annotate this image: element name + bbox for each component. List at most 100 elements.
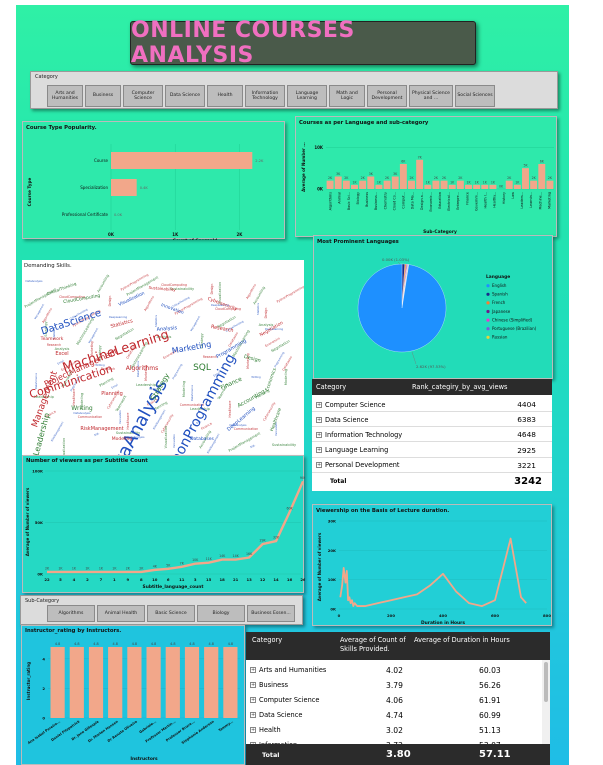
rank-table-row[interactable]: + Computer Science 4404: [312, 398, 552, 412]
skills-scroll-thumb[interactable]: [544, 662, 548, 702]
lsub-bar[interactable]: [416, 159, 424, 189]
expand-icon[interactable]: +: [316, 447, 322, 454]
skills-table-row[interactable]: +Information 3.72 53.07: [246, 738, 542, 744]
pie-legend-item[interactable]: Chinese (Simplified): [492, 317, 533, 322]
lsub-bar[interactable]: [334, 176, 342, 190]
inst-bar[interactable]: [165, 646, 180, 718]
expand-icon[interactable]: +: [250, 667, 256, 673]
lsub-bar[interactable]: [489, 184, 497, 189]
pie-legend-item[interactable]: Japanese: [491, 309, 511, 314]
rank-table-row[interactable]: + Language Learning 2925: [312, 444, 552, 458]
skills-table-row[interactable]: + Business 3.79 56.26: [246, 678, 542, 692]
inst-bar[interactable]: [88, 646, 104, 718]
expand-icon[interactable]: +: [316, 431, 322, 438]
lsub-bar[interactable]: [351, 184, 358, 189]
skills-table-row[interactable]: + Data Science 4.74 60.99: [246, 708, 542, 722]
lsub-bar[interactable]: [408, 180, 415, 189]
lsub-xtick: Basic Sci...: [347, 192, 351, 210]
skills-total-label: Total: [262, 750, 280, 759]
pie-legend-item[interactable]: Spanish: [492, 292, 508, 297]
expand-icon[interactable]: +: [250, 682, 256, 688]
lsub-bar[interactable]: [383, 180, 391, 189]
ctype-data-label: 0.4K: [140, 186, 149, 190]
lsub-bar[interactable]: [473, 184, 481, 189]
expand-icon[interactable]: +: [250, 712, 256, 718]
skills-table-scrollbar[interactable]: [542, 660, 550, 744]
wordcloud-word: Healthcare: [72, 388, 76, 405]
category-option-health[interactable]: Health: [207, 85, 243, 107]
lsub-bar[interactable]: [440, 180, 448, 189]
lsub-bar[interactable]: [391, 176, 399, 190]
rank-table-row[interactable]: + Personal Development 3221: [312, 459, 552, 473]
lsub-bar[interactable]: [359, 180, 367, 189]
expand-icon[interactable]: +: [250, 697, 256, 703]
category-option-computer-science[interactable]: Computer Science: [123, 85, 163, 107]
lsub-bar[interactable]: [456, 180, 464, 189]
vsub-data-label: 16K: [246, 552, 253, 556]
inst-bar[interactable]: [50, 646, 65, 718]
category-option-physical-science-and[interactable]: Physical Science and ...: [409, 85, 453, 107]
lsub-bar[interactable]: [546, 180, 554, 189]
category-option-information-technology[interactable]: Information Technology: [245, 85, 285, 107]
lsub-bar[interactable]: [375, 184, 383, 189]
skills-table-row[interactable]: + Health 3.02 51.13: [246, 723, 542, 737]
subcategory-option-animal-health[interactable]: Animal Health: [97, 605, 145, 622]
ldur-line-series[interactable]: [339, 537, 527, 607]
inst-bar[interactable]: [223, 646, 238, 718]
lsub-bar[interactable]: [465, 184, 472, 189]
category-option-business[interactable]: Business: [85, 85, 121, 107]
pie-slice-english[interactable]: [357, 263, 447, 353]
subcategory-option-basic-science[interactable]: Basic Science: [147, 605, 195, 622]
inst-bar[interactable]: [69, 646, 84, 718]
wordcloud-word: Programming: [171, 363, 183, 380]
category-option-math-and-logic[interactable]: Math and Logic: [329, 85, 365, 107]
pie-legend-item[interactable]: English: [492, 283, 507, 288]
pie-legend-item[interactable]: Portuguese (Brazilian): [492, 326, 537, 331]
category-option-data-science[interactable]: Data Science: [165, 85, 205, 107]
lsub-bar[interactable]: [513, 184, 521, 189]
expand-icon[interactable]: +: [316, 462, 322, 469]
ctype-data-label: 0.0K: [114, 213, 123, 217]
inst-bar[interactable]: [146, 646, 161, 718]
lsub-bar[interactable]: [342, 180, 350, 189]
pie-legend-item[interactable]: Russian: [492, 335, 508, 340]
category-option-personal-development[interactable]: Personal Development: [367, 85, 407, 107]
lsub-bar[interactable]: [424, 184, 432, 189]
pie-legend-item[interactable]: French: [492, 300, 506, 305]
expand-icon[interactable]: +: [316, 401, 322, 408]
expand-icon[interactable]: +: [316, 416, 322, 423]
expand-icon[interactable]: +: [250, 742, 256, 744]
category-option-language-learning[interactable]: Language Learning: [287, 85, 327, 107]
category-option-arts-and-humanities[interactable]: Arts and Humanities: [47, 85, 83, 107]
subcategory-option-biology[interactable]: Biology: [197, 605, 245, 622]
lsub-bar[interactable]: [367, 176, 375, 190]
lsub-bar[interactable]: [326, 180, 334, 189]
rank-table-row[interactable]: + Information Technology 4648: [312, 428, 552, 443]
vsub-line-series[interactable]: [47, 480, 305, 574]
subcategory-option-algorithms[interactable]: Algorithms: [47, 605, 95, 622]
category-option-social-sciences[interactable]: Social Sciences: [455, 85, 495, 107]
lsub-bar[interactable]: [505, 180, 513, 189]
expand-icon[interactable]: +: [250, 727, 256, 733]
inst-bar[interactable]: [127, 646, 142, 718]
inst-bar[interactable]: [184, 646, 200, 718]
lsub-bar[interactable]: [530, 180, 538, 189]
lsub-bar[interactable]: [538, 164, 546, 189]
skills-table-row[interactable]: + Arts and Humanities 4.02 60.03: [246, 663, 542, 677]
lsub-bar[interactable]: [448, 184, 456, 189]
lsub-data-label: 2K: [507, 176, 512, 180]
inst-bar[interactable]: [108, 646, 123, 718]
inst-bar[interactable]: [204, 646, 219, 718]
lsub-bar[interactable]: [481, 184, 489, 189]
lsub-bar[interactable]: [399, 164, 407, 189]
ctype-bar[interactable]: [111, 152, 253, 169]
lsub-bar[interactable]: [432, 180, 440, 189]
rank-table-row[interactable]: + Data Science 6383: [312, 413, 552, 428]
subcategory-option-business-essen[interactable]: Business Essen...: [247, 605, 295, 622]
lsub-bar[interactable]: [522, 168, 529, 189]
skills-table-body[interactable]: + Arts and Humanities 4.02 60.03 + Business 3.…: [246, 660, 542, 744]
skills-table-row[interactable]: + Computer Science 4.06 61.91: [246, 693, 542, 707]
skills-row-category: Information: [259, 741, 297, 744]
ctype-bar[interactable]: [111, 179, 137, 196]
